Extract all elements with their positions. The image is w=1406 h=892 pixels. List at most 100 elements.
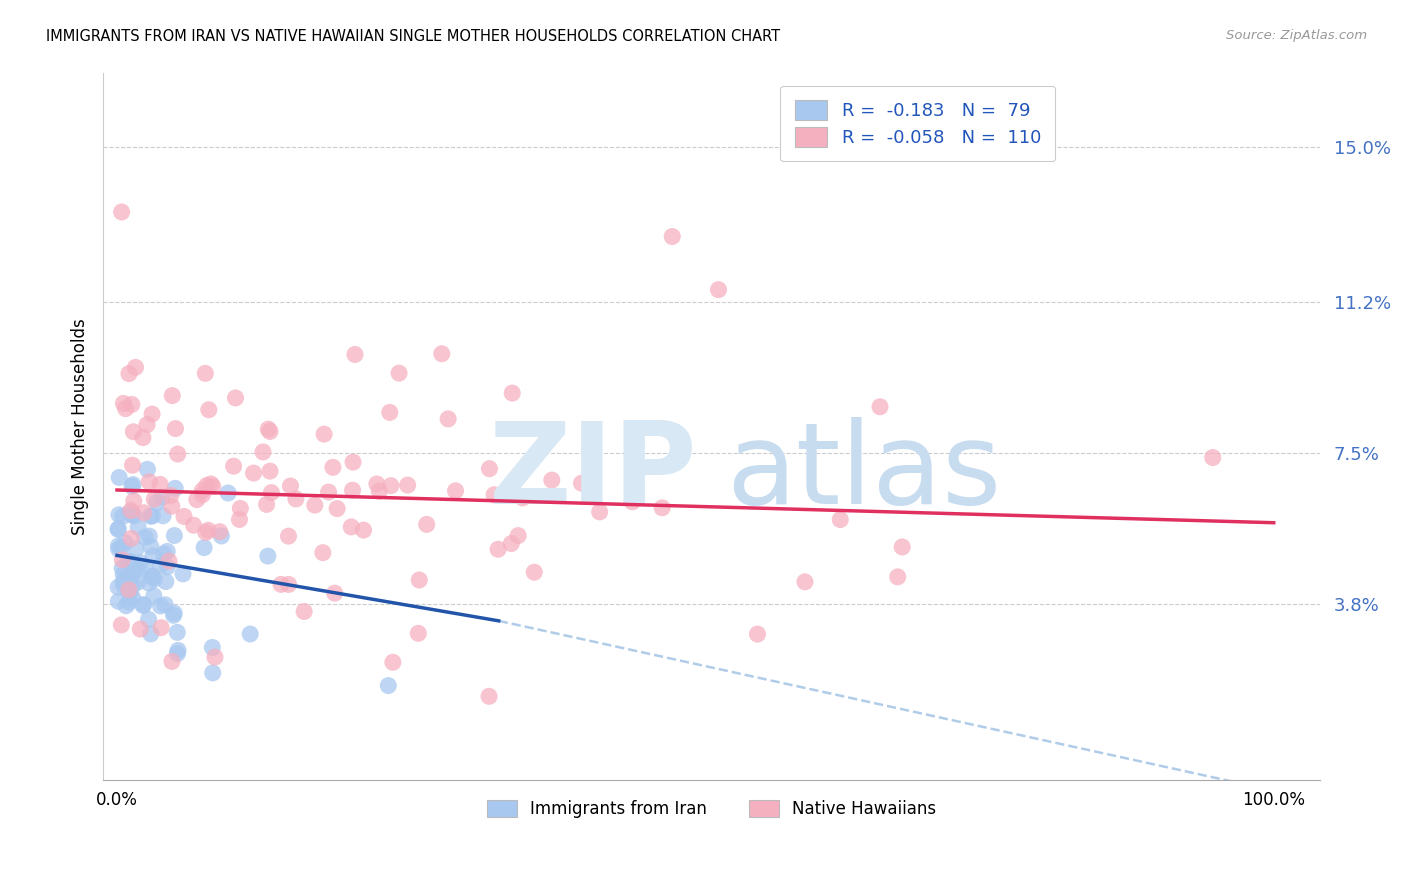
Point xyxy=(107,542,129,557)
Point xyxy=(242,466,264,480)
Point xyxy=(112,567,135,582)
Point xyxy=(408,573,430,587)
Point xyxy=(343,347,366,361)
Point xyxy=(136,417,159,432)
Point xyxy=(166,447,188,461)
Point xyxy=(122,591,145,605)
Point xyxy=(122,494,145,508)
Point xyxy=(478,690,501,704)
Point xyxy=(201,640,224,655)
Point xyxy=(118,595,141,609)
Point xyxy=(127,520,149,534)
Point xyxy=(132,431,155,445)
Point xyxy=(589,505,612,519)
Point xyxy=(342,483,364,498)
Point xyxy=(122,508,145,523)
Point xyxy=(149,599,172,613)
Point xyxy=(256,497,278,511)
Text: Source: ZipAtlas.com: Source: ZipAtlas.com xyxy=(1226,29,1367,43)
Point xyxy=(571,476,593,491)
Point xyxy=(501,386,523,401)
Point xyxy=(651,500,673,515)
Point xyxy=(280,479,302,493)
Point xyxy=(120,532,142,546)
Point xyxy=(486,542,509,557)
Point xyxy=(143,572,166,586)
Point xyxy=(437,412,460,426)
Point xyxy=(415,517,437,532)
Point xyxy=(165,481,187,495)
Point xyxy=(794,574,817,589)
Point xyxy=(125,541,148,556)
Text: IMMIGRANTS FROM IRAN VS NATIVE HAWAIIAN SINGLE MOTHER HOUSEHOLDS CORRELATION CHA: IMMIGRANTS FROM IRAN VS NATIVE HAWAIIAN … xyxy=(46,29,780,45)
Point xyxy=(378,405,401,419)
Point xyxy=(121,458,143,473)
Point xyxy=(381,655,404,669)
Point xyxy=(353,523,375,537)
Point xyxy=(142,549,165,563)
Point xyxy=(209,529,232,543)
Point xyxy=(149,477,172,491)
Point xyxy=(163,606,186,620)
Point xyxy=(115,599,138,613)
Point xyxy=(342,455,364,469)
Point xyxy=(107,580,129,594)
Point xyxy=(270,577,292,591)
Point xyxy=(155,598,177,612)
Point xyxy=(661,229,683,244)
Point xyxy=(118,506,141,520)
Point xyxy=(260,485,283,500)
Point xyxy=(138,475,160,489)
Point xyxy=(284,491,307,506)
Point xyxy=(141,508,163,523)
Point xyxy=(201,665,224,680)
Point xyxy=(160,499,183,513)
Point xyxy=(396,478,419,492)
Point xyxy=(166,647,188,661)
Point xyxy=(141,570,163,584)
Point xyxy=(107,522,129,536)
Point xyxy=(830,512,852,526)
Point xyxy=(149,558,172,573)
Text: atlas: atlas xyxy=(725,417,1001,528)
Point xyxy=(141,569,163,583)
Point xyxy=(257,422,280,436)
Point xyxy=(134,562,156,576)
Point xyxy=(152,508,174,523)
Point xyxy=(747,627,769,641)
Point xyxy=(121,397,143,411)
Point xyxy=(292,604,315,618)
Point xyxy=(107,594,129,608)
Point xyxy=(482,488,505,502)
Point xyxy=(200,477,222,491)
Point xyxy=(377,679,399,693)
Point xyxy=(162,388,184,402)
Point xyxy=(318,485,340,500)
Point xyxy=(118,587,141,601)
Point xyxy=(322,460,344,475)
Point xyxy=(108,470,131,484)
Point xyxy=(204,650,226,665)
Point xyxy=(621,495,644,509)
Y-axis label: Single Mother Households: Single Mother Households xyxy=(72,318,89,535)
Point xyxy=(194,525,217,540)
Point xyxy=(380,478,402,492)
Point xyxy=(139,627,162,641)
Point xyxy=(408,626,430,640)
Point xyxy=(512,491,534,505)
Point xyxy=(132,598,155,612)
Point xyxy=(120,503,142,517)
Point xyxy=(523,565,546,579)
Point xyxy=(707,283,730,297)
Point xyxy=(193,541,215,555)
Point xyxy=(186,492,208,507)
Point xyxy=(217,486,239,500)
Point xyxy=(118,582,141,597)
Point xyxy=(117,584,139,599)
Text: ZIP: ZIP xyxy=(488,417,697,528)
Point xyxy=(157,554,180,568)
Point xyxy=(134,530,156,544)
Point xyxy=(160,655,183,669)
Point xyxy=(208,524,231,539)
Point xyxy=(112,396,135,410)
